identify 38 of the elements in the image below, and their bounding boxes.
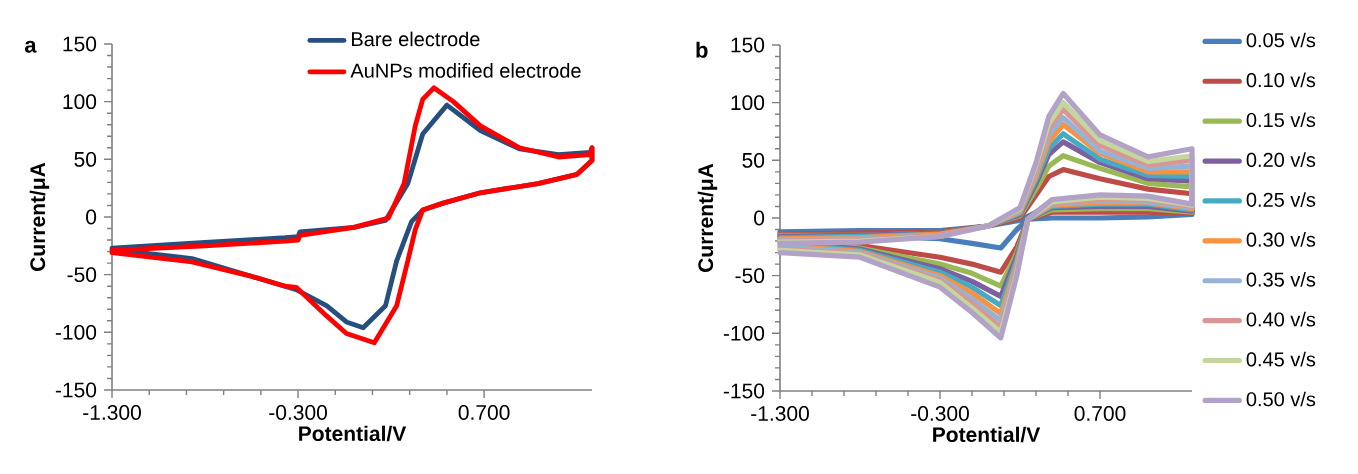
legend-label: 0.15 v/s xyxy=(1246,112,1316,128)
x-axis-title: Potential/V xyxy=(299,425,407,442)
y-tick-label: 0 xyxy=(86,209,97,225)
y-tick-label: -150 xyxy=(723,383,765,399)
text: b xyxy=(696,41,708,58)
y-tick-label: 50 xyxy=(74,151,97,167)
x-tick-label: -1.300 xyxy=(83,405,141,420)
legend-label: 0.10 v/s xyxy=(1246,72,1316,88)
legend-label: 0.35 v/s xyxy=(1246,271,1316,287)
y-tick-label: 150 xyxy=(63,36,97,52)
legend-label: 0.05 v/s xyxy=(1246,32,1316,48)
y-tick-label: 0 xyxy=(754,210,765,226)
legend-label: 0.40 v/s xyxy=(1246,311,1316,327)
y-tick-label: -100 xyxy=(55,324,97,340)
x-axis-title: Potential/V xyxy=(933,426,1041,443)
y-tick-label: -150 xyxy=(55,382,97,398)
legend-label: 0.45 v/s xyxy=(1246,351,1316,367)
y-tick-label: -100 xyxy=(723,325,765,341)
y-tick-label: 100 xyxy=(63,94,97,110)
legend-label: 0.20 v/s xyxy=(1246,152,1316,167)
y-axis-title: Current/μA xyxy=(697,163,718,272)
y-tick-label: 150 xyxy=(731,37,765,53)
x-tick-label: -1.300 xyxy=(751,406,809,421)
y-tick-label: -50 xyxy=(735,268,765,284)
legend-label: 0.25 v/s xyxy=(1246,192,1316,207)
x-tick-label: 0.700 xyxy=(458,405,510,420)
legend-label: Bare electrode xyxy=(352,31,480,47)
legend-label: AuNPs modified electrode xyxy=(350,63,581,78)
y-tick-label: 100 xyxy=(731,95,765,111)
text: a xyxy=(24,40,37,53)
legend-label: 0.30 v/s xyxy=(1246,232,1316,247)
y-axis-title: Current/μA xyxy=(29,162,50,271)
y-tick-label: 50 xyxy=(742,152,765,168)
y-tick-label: -50 xyxy=(67,267,97,283)
x-tick-label: 0.700 xyxy=(1074,406,1126,421)
x-tick-label: -0.300 xyxy=(269,405,327,420)
x-tick-label: -0.300 xyxy=(911,406,969,421)
legend-label: 0.50 v/s xyxy=(1246,391,1316,407)
